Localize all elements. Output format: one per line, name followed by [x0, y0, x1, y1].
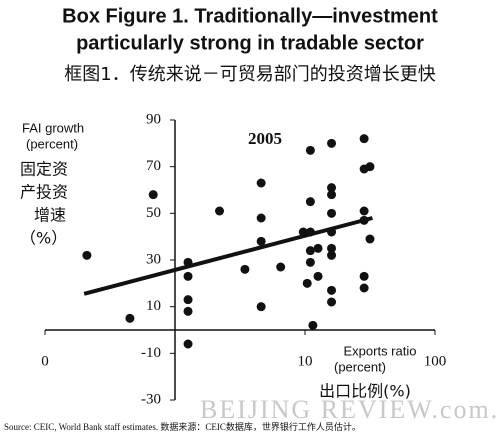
- x-tick-label: 10: [298, 353, 313, 369]
- y-tick-label: 10: [146, 298, 161, 314]
- annotation: 2005: [248, 129, 282, 148]
- point: [308, 320, 318, 330]
- y-tick-label: -10: [141, 345, 161, 361]
- y-axis-label-cn: 增速: [34, 206, 66, 225]
- point: [305, 145, 315, 155]
- y-axis-label: FAI growth: [22, 120, 84, 135]
- x-axis-label: Exports ratio: [344, 343, 417, 358]
- x-tick-label: 100: [424, 353, 447, 369]
- point: [359, 134, 369, 144]
- point: [183, 295, 193, 305]
- y-axis-label-cn: 固定资: [20, 160, 68, 179]
- x-tick-label: 0: [41, 353, 49, 369]
- point: [148, 190, 158, 200]
- point: [327, 285, 337, 295]
- point: [183, 271, 193, 281]
- y-axis-label-cn: 产投资: [20, 183, 68, 202]
- point: [313, 271, 323, 281]
- y-axis-label-cn: （%）: [20, 229, 67, 248]
- y-tick-label: 90: [146, 111, 161, 127]
- point: [215, 206, 225, 216]
- point: [359, 283, 369, 293]
- point: [365, 162, 375, 172]
- chart-title: Box Figure 1. Traditionally—investment: [62, 5, 438, 27]
- point: [183, 339, 193, 349]
- point: [327, 243, 337, 253]
- point: [359, 271, 369, 281]
- point: [305, 197, 315, 207]
- point: [313, 243, 323, 253]
- x-axis-label: (percent): [334, 359, 386, 374]
- y-axis-label: (percent): [26, 136, 78, 151]
- point: [256, 213, 266, 223]
- chart-title: particularly strong in tradable sector: [76, 32, 424, 54]
- point: [327, 208, 337, 218]
- y-tick-label: 30: [146, 251, 161, 267]
- point: [327, 190, 337, 200]
- y-tick-label: 50: [146, 205, 161, 221]
- point: [256, 236, 266, 246]
- point: [327, 183, 337, 193]
- point: [327, 250, 337, 260]
- point: [302, 278, 312, 288]
- x-axis-label-cn: 出口比例(%): [319, 382, 411, 401]
- point: [276, 262, 286, 272]
- point: [365, 234, 375, 244]
- point: [183, 306, 193, 316]
- chart-subtitle: 框图1．传统来说－可贸易部门的投资增长更快: [64, 64, 435, 85]
- point: [327, 297, 337, 307]
- point: [256, 178, 266, 188]
- point: [305, 246, 315, 256]
- watermark: BEIJING REVIEW.com.cn: [200, 395, 500, 424]
- source: Source: CEIC, World Bank staff estimates…: [4, 421, 361, 432]
- y-tick-label: -30: [141, 391, 161, 407]
- point: [125, 313, 135, 323]
- y-tick-label: 70: [146, 158, 161, 174]
- point: [256, 302, 266, 312]
- trend-line: [83, 216, 373, 296]
- point: [240, 264, 250, 274]
- point: [82, 250, 92, 260]
- point: [359, 206, 369, 216]
- point: [327, 138, 337, 148]
- point: [305, 257, 315, 267]
